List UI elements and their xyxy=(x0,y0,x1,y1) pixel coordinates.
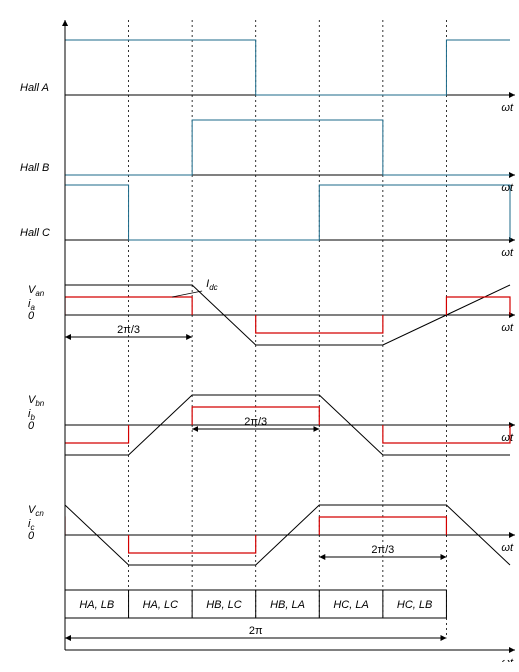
left-mask xyxy=(10,10,65,662)
idc-label: Idc xyxy=(206,278,218,292)
hall-c-label: Hall C xyxy=(20,227,50,239)
state-label: HC, LA xyxy=(333,599,368,611)
x-axis-label: ωt xyxy=(501,542,514,554)
idc-leader xyxy=(172,291,202,297)
x-axis-label: ωt xyxy=(501,102,514,114)
phase-a-span-label: 2π/3 xyxy=(117,324,140,336)
state-label: HA, LC xyxy=(143,599,179,611)
two-pi-label: 2π xyxy=(249,625,263,637)
timing-diagram: ωtHall AωtHall BωtHall CωtVania02π/3Idcω… xyxy=(10,10,509,662)
state-label: HB, LA xyxy=(270,599,305,611)
x-axis-label: ωt xyxy=(501,322,514,334)
x-axis-label: ωt xyxy=(501,182,514,194)
x-axis-label: ωt xyxy=(501,432,514,444)
x-axis-label: ωt xyxy=(501,247,514,259)
state-label: HC, LB xyxy=(397,599,432,611)
state-label: HA, LB xyxy=(79,599,114,611)
hall-c-waveform xyxy=(10,185,510,240)
phase-zero-label: 0 xyxy=(28,310,35,322)
x-axis-label: ωt xyxy=(501,657,514,662)
phase-c-span-label: 2π/3 xyxy=(371,544,394,556)
hall-b-waveform xyxy=(10,120,510,175)
phase-b-span-label: 2π/3 xyxy=(244,416,267,428)
state-label: HB, LC xyxy=(206,599,242,611)
hall-a-waveform xyxy=(10,40,510,95)
hall-b-label: Hall B xyxy=(20,162,49,174)
hall-a-label: Hall A xyxy=(20,82,49,94)
phase-zero-label: 0 xyxy=(28,530,35,542)
phase-zero-label: 0 xyxy=(28,420,35,432)
